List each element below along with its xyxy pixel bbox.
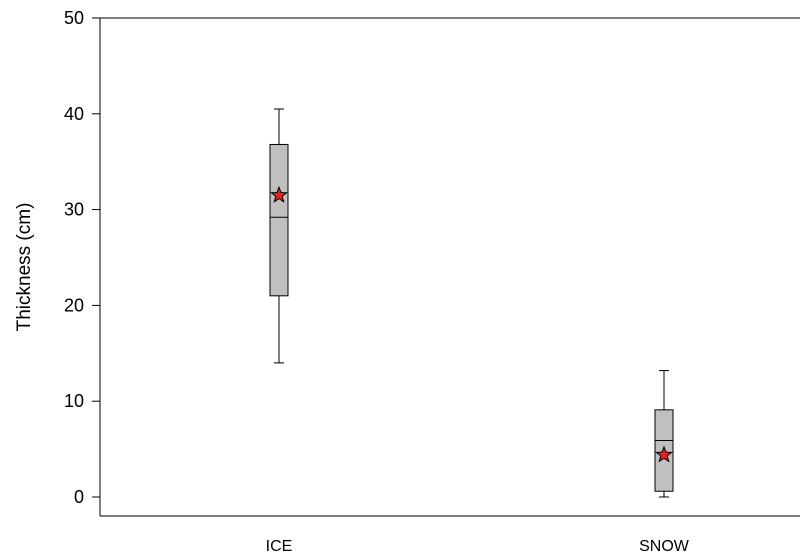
x-category-labels: ICE SNOW (266, 538, 690, 555)
y-tick-label: 30 (64, 200, 84, 220)
y-ticks: 0 10 20 30 40 50 (64, 8, 100, 507)
y-tick-label: 20 (64, 295, 84, 315)
y-tick-label: 40 (64, 104, 84, 124)
x-category-label-ice: ICE (266, 538, 293, 555)
x-category-label-snow: SNOW (639, 538, 690, 555)
box-series (269, 108, 674, 498)
axes (99, 17, 800, 517)
y-tick-label: 50 (64, 8, 84, 28)
mean-star-marker (655, 445, 673, 463)
y-axis-title: Thickness (cm) (14, 203, 35, 332)
box-snow (654, 370, 674, 498)
y-tick-label: 0 (74, 487, 84, 507)
box-ice (269, 108, 289, 364)
mean-star-marker (270, 185, 288, 203)
iqr-box (269, 143, 289, 297)
y-tick-label: 10 (64, 391, 84, 411)
